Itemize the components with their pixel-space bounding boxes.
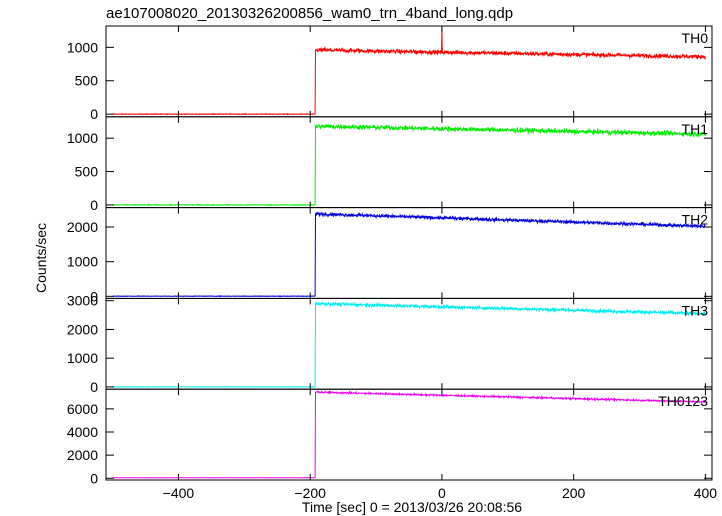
x-tick-label: −400 bbox=[163, 485, 195, 501]
y-tick-label: 500 bbox=[75, 73, 99, 89]
x-tick-label: −200 bbox=[294, 485, 326, 501]
panel-frame-th2 bbox=[105, 207, 713, 299]
x-tick-label: 0 bbox=[438, 485, 446, 501]
y-tick-label: 2000 bbox=[67, 447, 98, 463]
y-tick-label: 1000 bbox=[67, 39, 98, 55]
x-tick-label: 400 bbox=[694, 485, 718, 501]
series-line-th3 bbox=[112, 300, 706, 388]
panel-label-th0123: TH0123 bbox=[658, 393, 708, 409]
panel-label-th3: TH3 bbox=[682, 302, 709, 318]
y-tick-label: 2000 bbox=[67, 321, 98, 337]
y-tick-label: 0 bbox=[90, 106, 98, 122]
y-tick-label: 6000 bbox=[67, 401, 98, 417]
panel-frame-th0123 bbox=[105, 388, 713, 481]
panel-frame-th0 bbox=[105, 25, 713, 118]
y-axis-label: Counts/sec bbox=[33, 223, 49, 293]
y-tick-label: 0 bbox=[90, 197, 98, 213]
panel-label-th2: TH2 bbox=[682, 212, 709, 228]
panel-label-th1: TH1 bbox=[682, 121, 709, 137]
chart-title: ae107008020_20130326200856_wam0_trn_4ban… bbox=[106, 5, 513, 22]
y-tick-label: 1000 bbox=[67, 254, 98, 270]
y-tick-label: 3000 bbox=[67, 293, 98, 309]
panel-label-th0: TH0 bbox=[682, 30, 709, 46]
series-line-th2 bbox=[112, 211, 706, 298]
y-tick-label: 0 bbox=[90, 288, 98, 304]
y-tick-label: 500 bbox=[75, 164, 99, 180]
series-line-th0 bbox=[112, 25, 706, 116]
y-tick-label: 2000 bbox=[67, 219, 98, 235]
series-line-th1 bbox=[112, 123, 706, 207]
y-tick-label: 0 bbox=[90, 470, 98, 486]
y-tick-label: 4000 bbox=[67, 424, 98, 440]
y-tick-label: 1000 bbox=[67, 350, 98, 366]
y-tick-label: 0 bbox=[90, 379, 98, 395]
x-axis-label: Time [sec] 0 = 2013/03/26 20:08:56 bbox=[302, 499, 522, 515]
y-tick-label: 1000 bbox=[67, 130, 98, 146]
x-tick-label: 200 bbox=[562, 485, 586, 501]
series-line-th0123 bbox=[112, 389, 706, 479]
